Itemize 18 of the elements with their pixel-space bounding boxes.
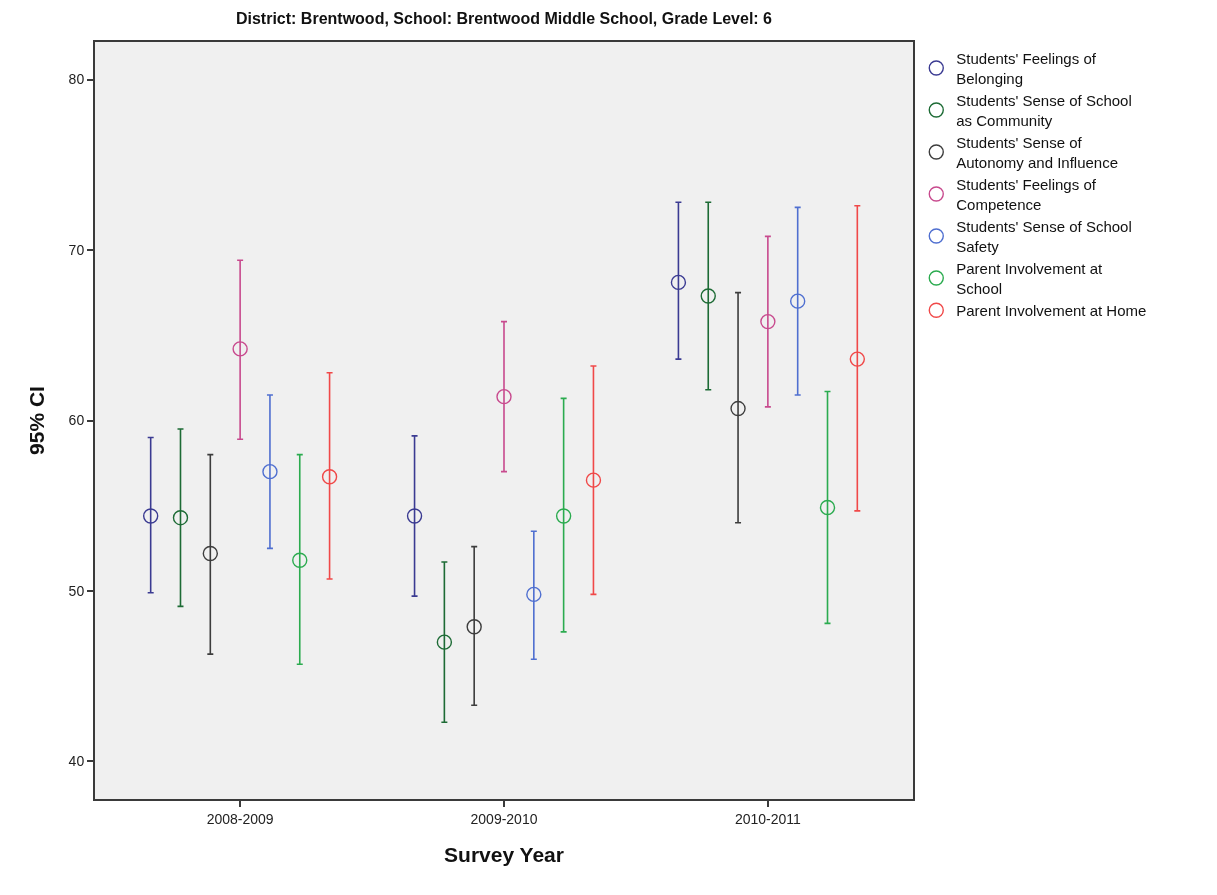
y-tick-label: 50 bbox=[68, 582, 85, 599]
x-axis-title: Survey Year bbox=[444, 843, 564, 867]
legend-label: Parent Involvement at Home bbox=[956, 302, 1147, 320]
y-tick-label: 70 bbox=[68, 241, 85, 258]
legend-label: Parent Involvement at School bbox=[956, 260, 1104, 297]
x-tick-label: 2010-2011 bbox=[734, 810, 802, 827]
legend-label: Students' Sense of School as Community bbox=[956, 92, 1132, 129]
x-tick-label: 2008-2009 bbox=[206, 810, 274, 827]
legend-label: Students' Sense of Autonomy and Influence bbox=[956, 134, 1119, 171]
x-tick-label: 2009-2010 bbox=[470, 810, 538, 827]
y-tick-label: 80 bbox=[68, 71, 85, 88]
y-axis-title: 95% CI bbox=[25, 386, 49, 455]
legend-label: Students' Feelings of Competence bbox=[956, 176, 1097, 213]
y-tick-label: 60 bbox=[68, 412, 85, 429]
y-tick-label: 40 bbox=[68, 753, 85, 770]
chart-title: District: Brentwood, School: Brentwood Middle School, Grade Level: 6 bbox=[235, 9, 773, 27]
legend-label: Students' Sense of School Safety bbox=[956, 218, 1132, 255]
legend-label: Students' Feelings of Belonging bbox=[956, 50, 1097, 87]
